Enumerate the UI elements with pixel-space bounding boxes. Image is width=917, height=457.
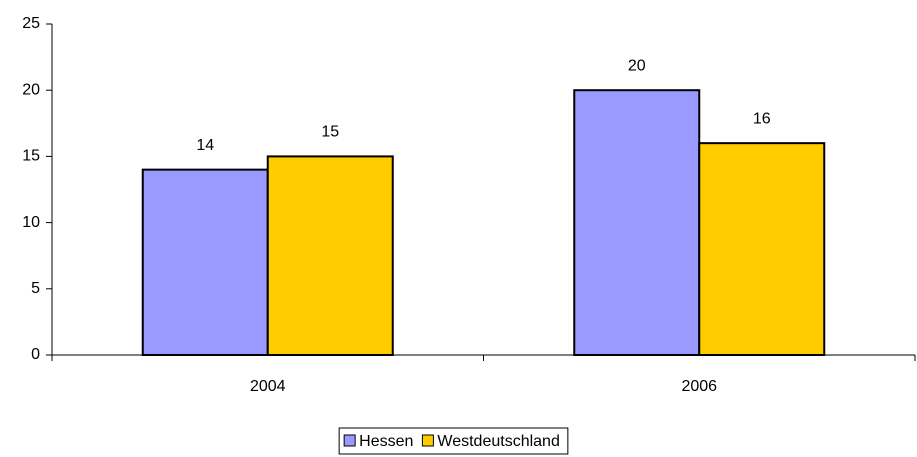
bar [698, 142, 826, 356]
y-tick-label: 5 [31, 280, 40, 297]
data-label: 16 [753, 110, 771, 127]
bar [266, 155, 394, 356]
x-tick-label: 2004 [250, 378, 286, 395]
legend-label: Hessen [359, 433, 413, 450]
y-tick-label: 10 [22, 214, 40, 231]
y-tick-label: 0 [31, 346, 40, 363]
legend-label: Westdeutschland [437, 433, 559, 450]
data-label: 15 [321, 124, 339, 141]
data-label: 14 [196, 137, 214, 154]
data-label: 20 [628, 57, 646, 74]
legend-swatch [421, 434, 434, 447]
y-tick-label: 20 [22, 81, 40, 98]
legend-frame [338, 427, 569, 455]
x-tick-label: 2006 [681, 378, 717, 395]
legend: Hessen Westdeutschland [338, 427, 569, 455]
y-tick-label: 15 [22, 148, 40, 165]
y-tick-label: 25 [22, 15, 40, 32]
bar [141, 168, 269, 356]
legend-swatch [343, 434, 356, 447]
bar [573, 89, 701, 356]
